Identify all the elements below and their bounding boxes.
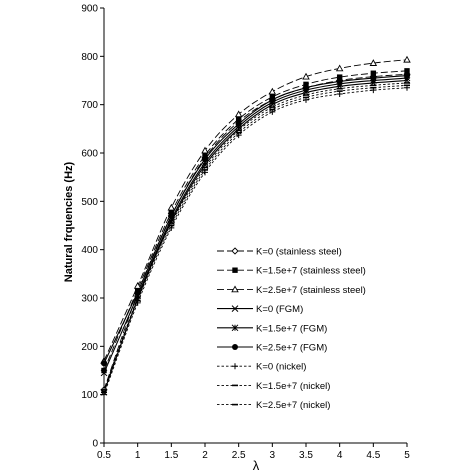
series-2-point-7 (303, 81, 309, 88)
series-2-point-10 (404, 68, 410, 74)
series-2-point-8 (336, 74, 343, 80)
legend-item: K=2.5e+7 (nickel) (217, 400, 330, 411)
y-tick-label: 0 (92, 439, 98, 450)
series-line-2 (103, 70, 408, 371)
series-3-point-2 (133, 281, 142, 289)
y-tick-label: 800 (81, 52, 98, 63)
series-3-point-3 (167, 203, 176, 211)
y-tick-label: 900 (81, 4, 98, 15)
series-6-point-4 (202, 156, 208, 163)
y-tick-label: 500 (81, 197, 98, 208)
series-6-point-2 (134, 289, 141, 296)
y-axis-title: Natural frquencies (Hz) (63, 161, 75, 282)
x-tick-label: 3.5 (299, 450, 313, 461)
y-tick-label: 200 (81, 342, 98, 353)
legend-label: K=0 (FGM) (256, 304, 303, 315)
plot-lines (103, 59, 408, 395)
legend-marker (231, 305, 239, 312)
legend-label: K=1.5e+7 (stainless steel) (256, 266, 366, 277)
series-7-point-8 (336, 91, 343, 98)
x-axis-title: λ (253, 458, 260, 473)
series-6-point-3 (168, 212, 175, 219)
series-2-point-3 (168, 209, 175, 216)
series-line-9 (103, 82, 408, 390)
legend-label: K=0 (stainless steel) (256, 247, 342, 258)
legend-item: K=2.5e+7 (FGM) (217, 343, 327, 354)
series-6-point-5 (235, 121, 242, 127)
plot-markers (100, 55, 411, 398)
legend-item: K=0 (stainless steel) (217, 247, 342, 258)
series-3-point-5 (234, 110, 243, 118)
series-line-6 (103, 75, 408, 364)
x-tick-label: 0.5 (97, 450, 111, 461)
x-tick-label: 2.5 (232, 450, 246, 461)
legend-label: K=0 (nickel) (256, 362, 306, 373)
legend-marker (232, 344, 238, 350)
legend-marker (231, 285, 239, 293)
series-6-point-8 (336, 78, 343, 85)
y-tick-label: 700 (81, 100, 98, 111)
y-tick-label: 600 (81, 149, 98, 160)
legend-label: K=2.5e+7 (stainless steel) (256, 285, 366, 296)
series-6-point-10 (404, 72, 410, 79)
series-line-5 (103, 77, 408, 374)
x-tick-label: 4.5 (366, 450, 380, 461)
series-3-point-6 (268, 87, 277, 95)
series-2-point-4 (202, 152, 208, 159)
y-tick-label: 300 (81, 294, 98, 305)
series-2-point-5 (235, 116, 242, 122)
legend-item: K=0 (FGM) (217, 304, 303, 315)
x-tick-label: 1.5 (164, 450, 178, 461)
x-tick-label: 3 (270, 450, 276, 461)
series-2-point-9 (370, 70, 377, 76)
axes: 0 100 200 300 400 500 600 700 800 900 0.5 1 1.5 2 2.5 3… (81, 4, 410, 462)
series-line-3 (103, 59, 408, 362)
legend-label: K=2.5e+7 (nickel) (256, 400, 330, 411)
series-3-point-4 (201, 146, 209, 154)
legend-marker (231, 247, 239, 255)
legend-item: K=1.5e+7 (stainless steel) (217, 266, 366, 277)
series-line-8 (103, 84, 408, 393)
x-tick-label: 2 (202, 450, 208, 461)
legend-label: K=2.5e+7 (FGM) (256, 343, 327, 354)
x-tick-label: 1 (135, 450, 141, 461)
series-6-point-9 (370, 75, 377, 82)
legend: K=0 (stainless steel) K=1.5e+7 (stainless… (217, 247, 366, 411)
legend-item: K=1.5e+7 (FGM) (217, 323, 327, 334)
series-6-point-6 (269, 96, 276, 103)
series-3-point-9 (369, 59, 378, 66)
legend-item: K=2.5e+7 (stainless steel) (217, 285, 366, 296)
series-line-7 (103, 87, 408, 395)
x-tick-label: 5 (404, 450, 410, 461)
y-tick-label: 100 (81, 390, 98, 401)
legend-item: K=0 (nickel) (217, 362, 306, 373)
series-6-point-7 (303, 84, 309, 91)
legend-label: K=1.5e+7 (nickel) (256, 381, 330, 392)
legend-label: K=1.5e+7 (FGM) (256, 323, 327, 334)
legend-marker (231, 324, 239, 332)
y-tick-label: 400 (81, 245, 98, 256)
x-tick-label: 4 (337, 450, 343, 461)
legend-marker (232, 267, 238, 273)
legend-marker (232, 363, 238, 370)
series-3-point-7 (302, 72, 310, 80)
legend-item: K=1.5e+7 (nickel) (217, 381, 330, 392)
series-3-point-8 (335, 64, 344, 72)
series-3-point-10 (403, 55, 411, 63)
